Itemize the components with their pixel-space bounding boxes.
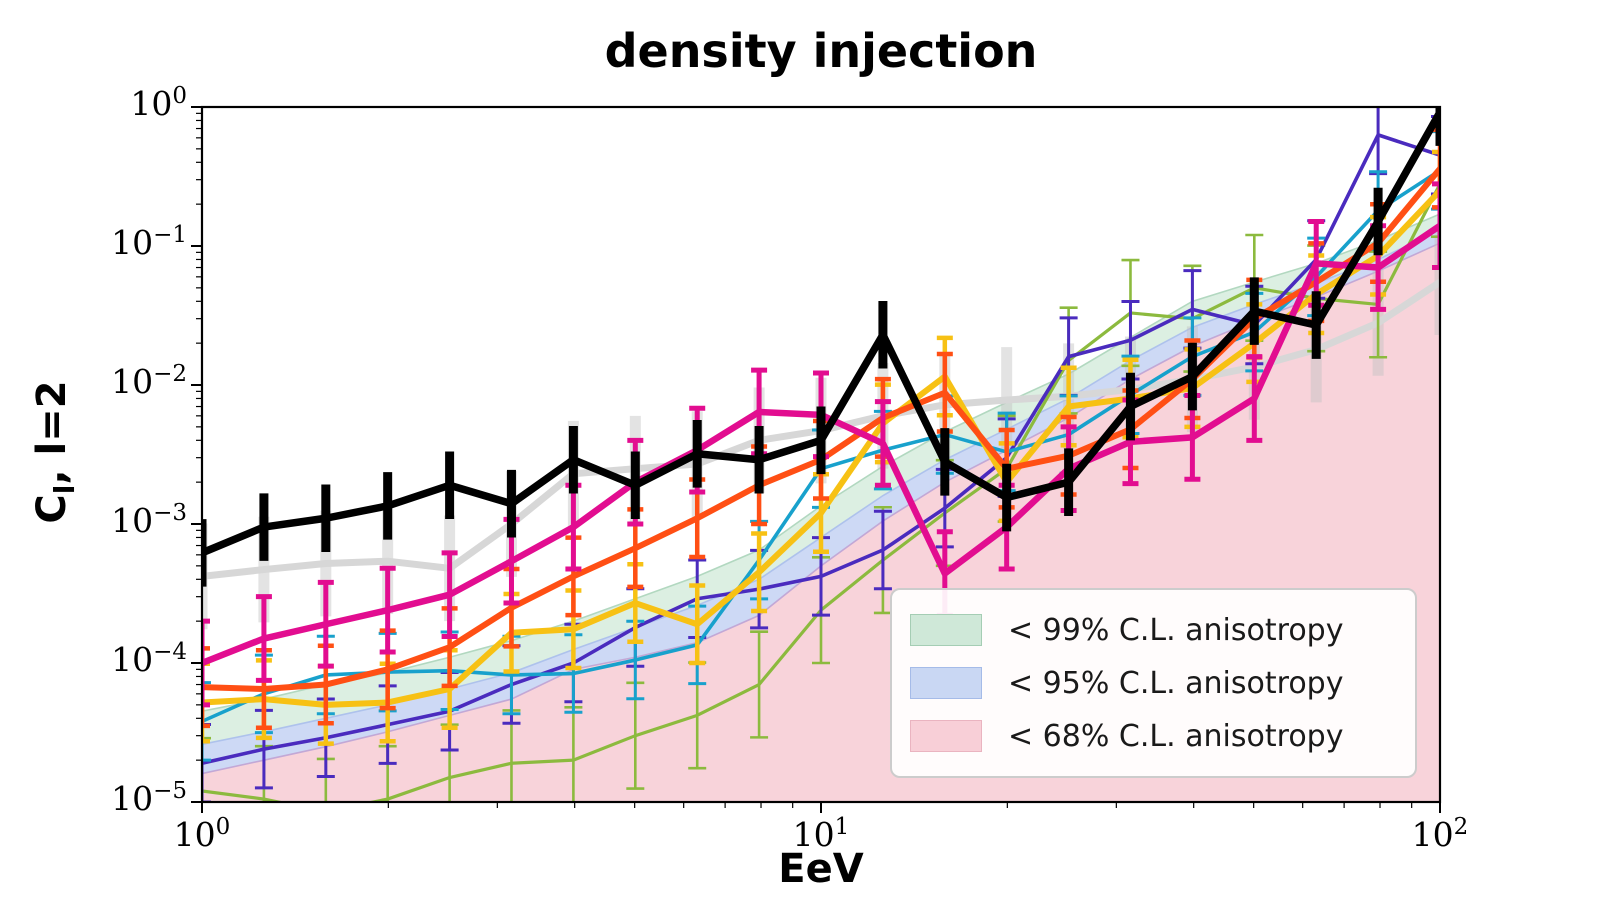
axis-ticks: [191, 106, 1441, 813]
chart-title: density injection: [604, 24, 1038, 78]
legend-swatch-99cl: [910, 614, 982, 646]
legend-item-99cl: < 99% C.L. anisotropy: [910, 604, 1397, 656]
y-axis-label-subscript: l: [48, 484, 81, 495]
legend-label-95cl: < 95% C.L. anisotropy: [1008, 665, 1344, 701]
legend-swatch-95cl: [910, 667, 982, 699]
legend: < 99% C.L. anisotropy < 95% C.L. anisotr…: [890, 588, 1417, 778]
series-black-line: [202, 108, 1440, 557]
y-tick-label: 10−2: [111, 361, 187, 401]
y-tick-label: 10−5: [111, 778, 187, 818]
x-tick-label: 100: [173, 814, 231, 854]
legend-item-68cl: < 68% C.L. anisotropy: [910, 710, 1397, 762]
x-tick-label: 101: [792, 814, 850, 854]
legend-label-99cl: < 99% C.L. anisotropy: [1008, 612, 1344, 648]
y-tick-label: 100: [130, 83, 187, 123]
y-tick-label: 10−3: [111, 500, 187, 540]
y-tick-label: 10−4: [111, 639, 187, 679]
series-indigo-line: [202, 133, 1440, 766]
legend-swatch-68cl: [910, 720, 982, 752]
series-gold-line: [202, 187, 1440, 708]
y-tick-label: 10−1: [111, 222, 187, 262]
legend-label-68cl: < 68% C.L. anisotropy: [1008, 718, 1344, 754]
x-axis-label: EeV: [778, 846, 864, 892]
x-tick-label: 102: [1411, 814, 1469, 854]
legend-item-95cl: < 95% C.L. anisotropy: [910, 657, 1397, 709]
